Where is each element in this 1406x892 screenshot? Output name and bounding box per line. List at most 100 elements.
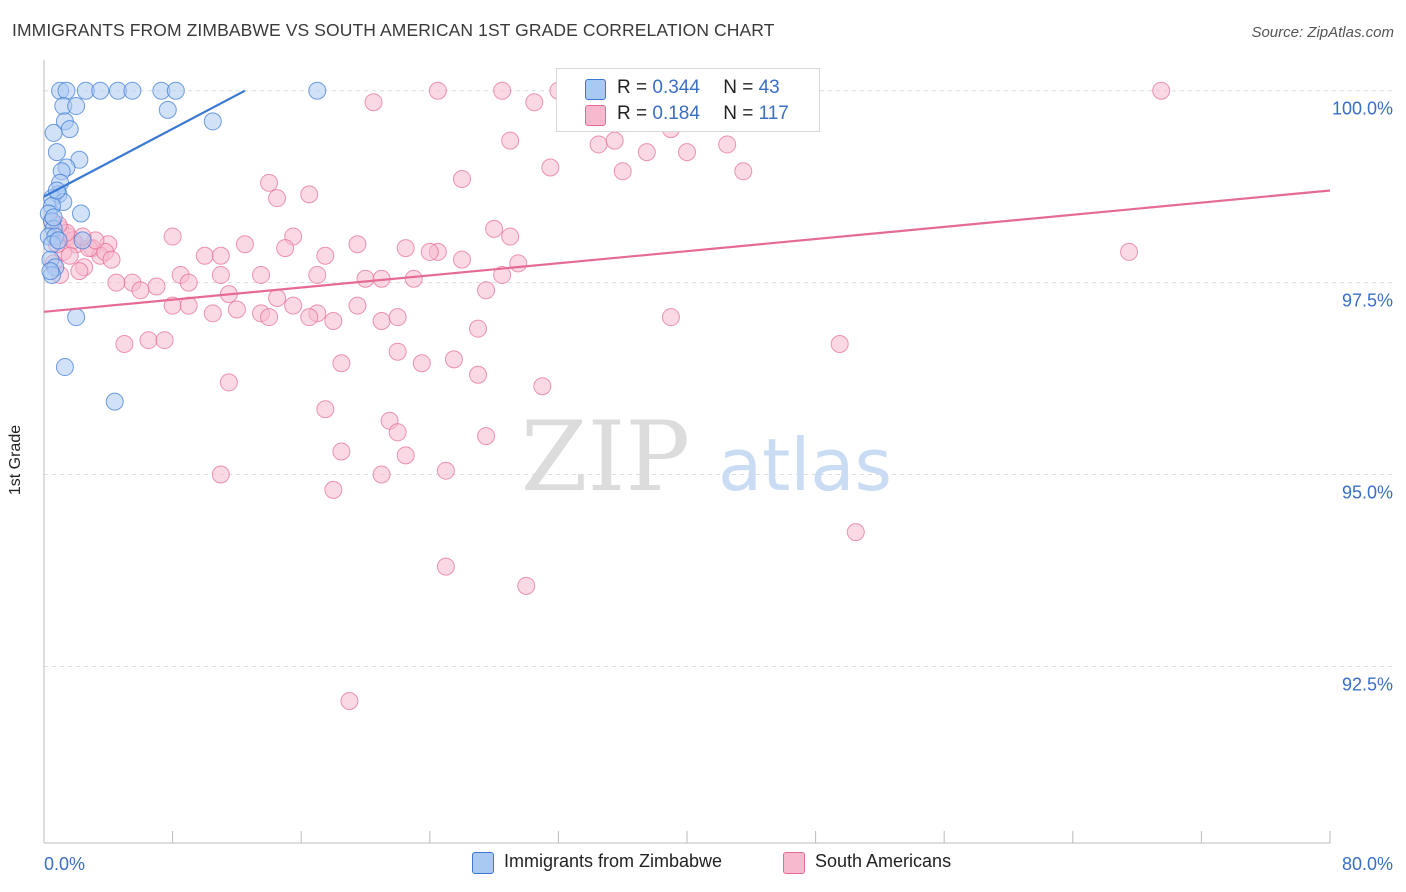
r-value: 0.184 — [652, 103, 700, 124]
south-american-point — [493, 265, 512, 284]
zimbabwe-point — [49, 231, 68, 250]
south-american-point — [734, 162, 753, 181]
zimbabwe-point — [105, 392, 124, 411]
south-american-point — [163, 227, 182, 246]
south-american-point — [70, 262, 89, 281]
south-american-point — [428, 81, 447, 100]
y-tick-label: 97.5% — [1342, 291, 1393, 311]
south-american-point — [396, 446, 415, 465]
zimbabwe-point — [60, 120, 79, 139]
x-tick-label-max: 80.0% — [1342, 854, 1393, 874]
legend-label-zimbabwe: Immigrants from Zimbabwe — [504, 851, 723, 871]
south-american-point — [235, 235, 254, 254]
y-tick-label: 92.5% — [1342, 674, 1393, 694]
zimbabwe-point — [91, 81, 110, 100]
tick-labels: 92.5% 95.0% 97.5% 100.0% 0.0% 80.0% — [44, 99, 1393, 874]
stats-legend: R = 0.344 N = 43 R = 0.184 N = 117 — [556, 68, 820, 132]
south-american-point — [388, 342, 407, 361]
south-american-point — [436, 557, 455, 576]
south-american-point — [493, 81, 512, 100]
south-american-point — [830, 335, 849, 354]
south-american-point — [396, 239, 415, 258]
south-american-point — [60, 246, 79, 265]
south-american-point — [139, 331, 158, 350]
n-value: 117 — [758, 103, 789, 124]
south-american-point — [260, 308, 279, 327]
south-american-point — [332, 354, 351, 373]
south-american-point — [605, 131, 624, 150]
south-american-point — [147, 277, 166, 296]
south-american-point — [211, 465, 230, 484]
south-american-point — [477, 281, 496, 300]
south-american-point — [420, 242, 439, 261]
south-american-point — [613, 162, 632, 181]
south-american-point — [412, 354, 431, 373]
trend-lines — [43, 89, 1331, 313]
south-american-point — [131, 281, 150, 300]
south-american-point — [501, 227, 520, 246]
south-american-point — [179, 273, 198, 292]
legend-label-south-americans: South Americans — [815, 851, 952, 871]
south-american-point — [517, 576, 536, 595]
source-label: Source: ZipAtlas.com — [1251, 24, 1394, 41]
series-zimbabwe — [39, 81, 327, 411]
south-american-point — [485, 219, 504, 238]
zimbabwe-point — [123, 81, 142, 100]
zimbabwe-point — [44, 208, 63, 227]
south-american-point — [541, 158, 560, 177]
series-south-americans — [43, 81, 1171, 710]
south-american-point — [348, 296, 367, 315]
south-american-point — [444, 350, 463, 369]
south-american-point — [300, 185, 319, 204]
x-tick-label-min: 0.0% — [44, 854, 85, 874]
south-american-point — [268, 189, 287, 208]
south-american-point — [219, 373, 238, 392]
south-american-point — [589, 135, 608, 154]
south-american-point — [308, 265, 327, 284]
south-american-point — [155, 331, 174, 350]
watermark-atlas: atlas — [718, 423, 892, 507]
zimbabwe-point — [44, 123, 63, 142]
zimbabwe-point — [67, 97, 86, 116]
south-american-point — [469, 319, 488, 338]
south-american-point — [1152, 81, 1171, 100]
legend-stats-zimbabwe: R = 0.344 N = 43 — [617, 77, 780, 99]
south-american-point — [525, 93, 544, 112]
south-american-point — [388, 423, 407, 442]
zimbabwe-point — [308, 81, 327, 100]
south-american-point — [340, 691, 359, 710]
south-american-point — [404, 269, 423, 288]
y-tick-label: 100.0% — [1332, 99, 1393, 119]
legend-swatch-blue — [585, 79, 606, 100]
south-american-point — [107, 273, 126, 292]
gridlines — [44, 90, 1392, 667]
south-american-point — [436, 461, 455, 480]
south-american-point — [115, 335, 134, 354]
south-american-point — [718, 135, 737, 154]
zimbabwe-point — [73, 231, 92, 250]
legend-swatch-blue — [472, 852, 494, 874]
south-american-point — [348, 235, 367, 254]
south-american-point — [533, 377, 552, 396]
south-american-point — [661, 308, 680, 327]
south-american-point — [332, 442, 351, 461]
legend-swatch-pink — [585, 105, 606, 126]
south-american-point — [284, 296, 303, 315]
south-american-point — [252, 265, 271, 284]
legend-stats-south-americans: R = 0.184 N = 117 — [617, 103, 789, 125]
south-american-point — [372, 312, 391, 330]
south-american-point — [300, 308, 319, 327]
zimbabwe-point — [166, 81, 185, 100]
south-american-point — [260, 173, 279, 192]
r-label: R = — [617, 103, 653, 124]
south-american-trend-line — [43, 189, 1331, 313]
zimbabwe-point — [71, 204, 90, 223]
south-american-point — [637, 143, 656, 162]
south-american-point — [324, 312, 343, 330]
south-american-point — [501, 131, 520, 150]
zimbabwe-point — [41, 262, 60, 281]
y-tick-label: 95.0% — [1342, 483, 1393, 503]
south-american-point — [316, 400, 335, 419]
legend-swatch-pink — [783, 852, 805, 874]
zimbabwe-point — [158, 100, 177, 119]
